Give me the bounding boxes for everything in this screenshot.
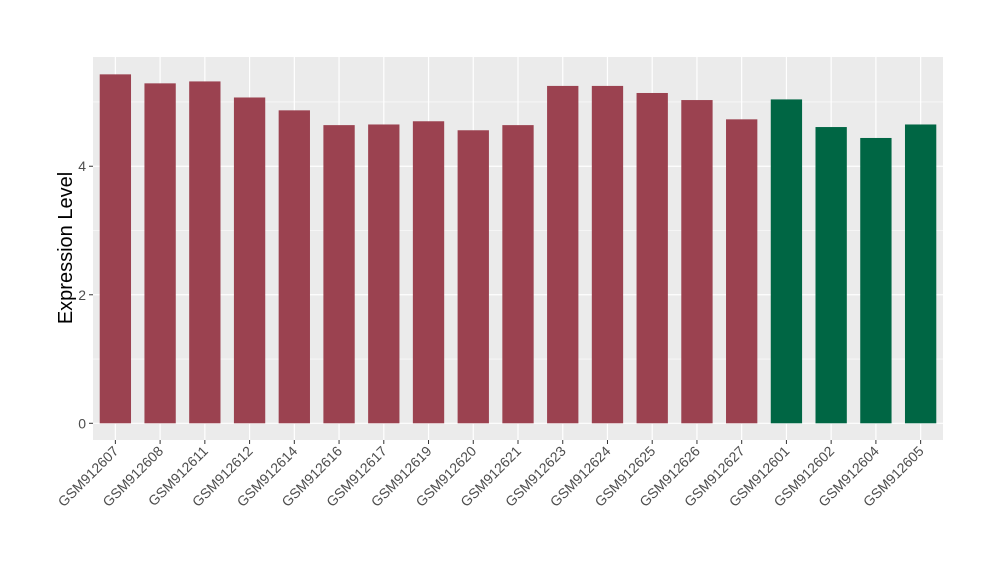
bar-GSM912619 — [412, 121, 445, 424]
y-axis: 0 2 4 — [78, 158, 93, 431]
bar-GSM912608 — [144, 83, 176, 424]
bar-GSM912621 — [502, 125, 534, 424]
y-axis-label: Expression Level — [55, 172, 77, 324]
x-axis: GSM912607GSM912608GSM912611GSM912612GSM9… — [55, 440, 927, 510]
bar-GSM912624 — [591, 85, 624, 424]
bar-GSM912612 — [233, 97, 266, 424]
bar-GSM912625 — [636, 92, 668, 424]
bar-GSM912620 — [457, 130, 489, 424]
y-tick-label: 0 — [78, 415, 86, 431]
bars — [99, 74, 937, 424]
bar-GSM912604 — [860, 137, 892, 424]
bar-GSM912623 — [547, 85, 579, 424]
y-tick-label: 2 — [78, 287, 86, 303]
bar-GSM912611 — [189, 81, 221, 424]
y-tick-label: 4 — [78, 158, 86, 174]
bar-GSM912617 — [368, 124, 400, 424]
bar-GSM912626 — [681, 100, 713, 424]
bar-GSM912602 — [815, 127, 847, 424]
bar-GSM912627 — [726, 119, 758, 424]
bar-GSM912601 — [770, 99, 803, 424]
bar-GSM912616 — [323, 125, 355, 424]
bar-GSM912614 — [278, 110, 310, 424]
bar-GSM912605 — [904, 124, 937, 424]
bar-GSM912607 — [99, 74, 132, 424]
